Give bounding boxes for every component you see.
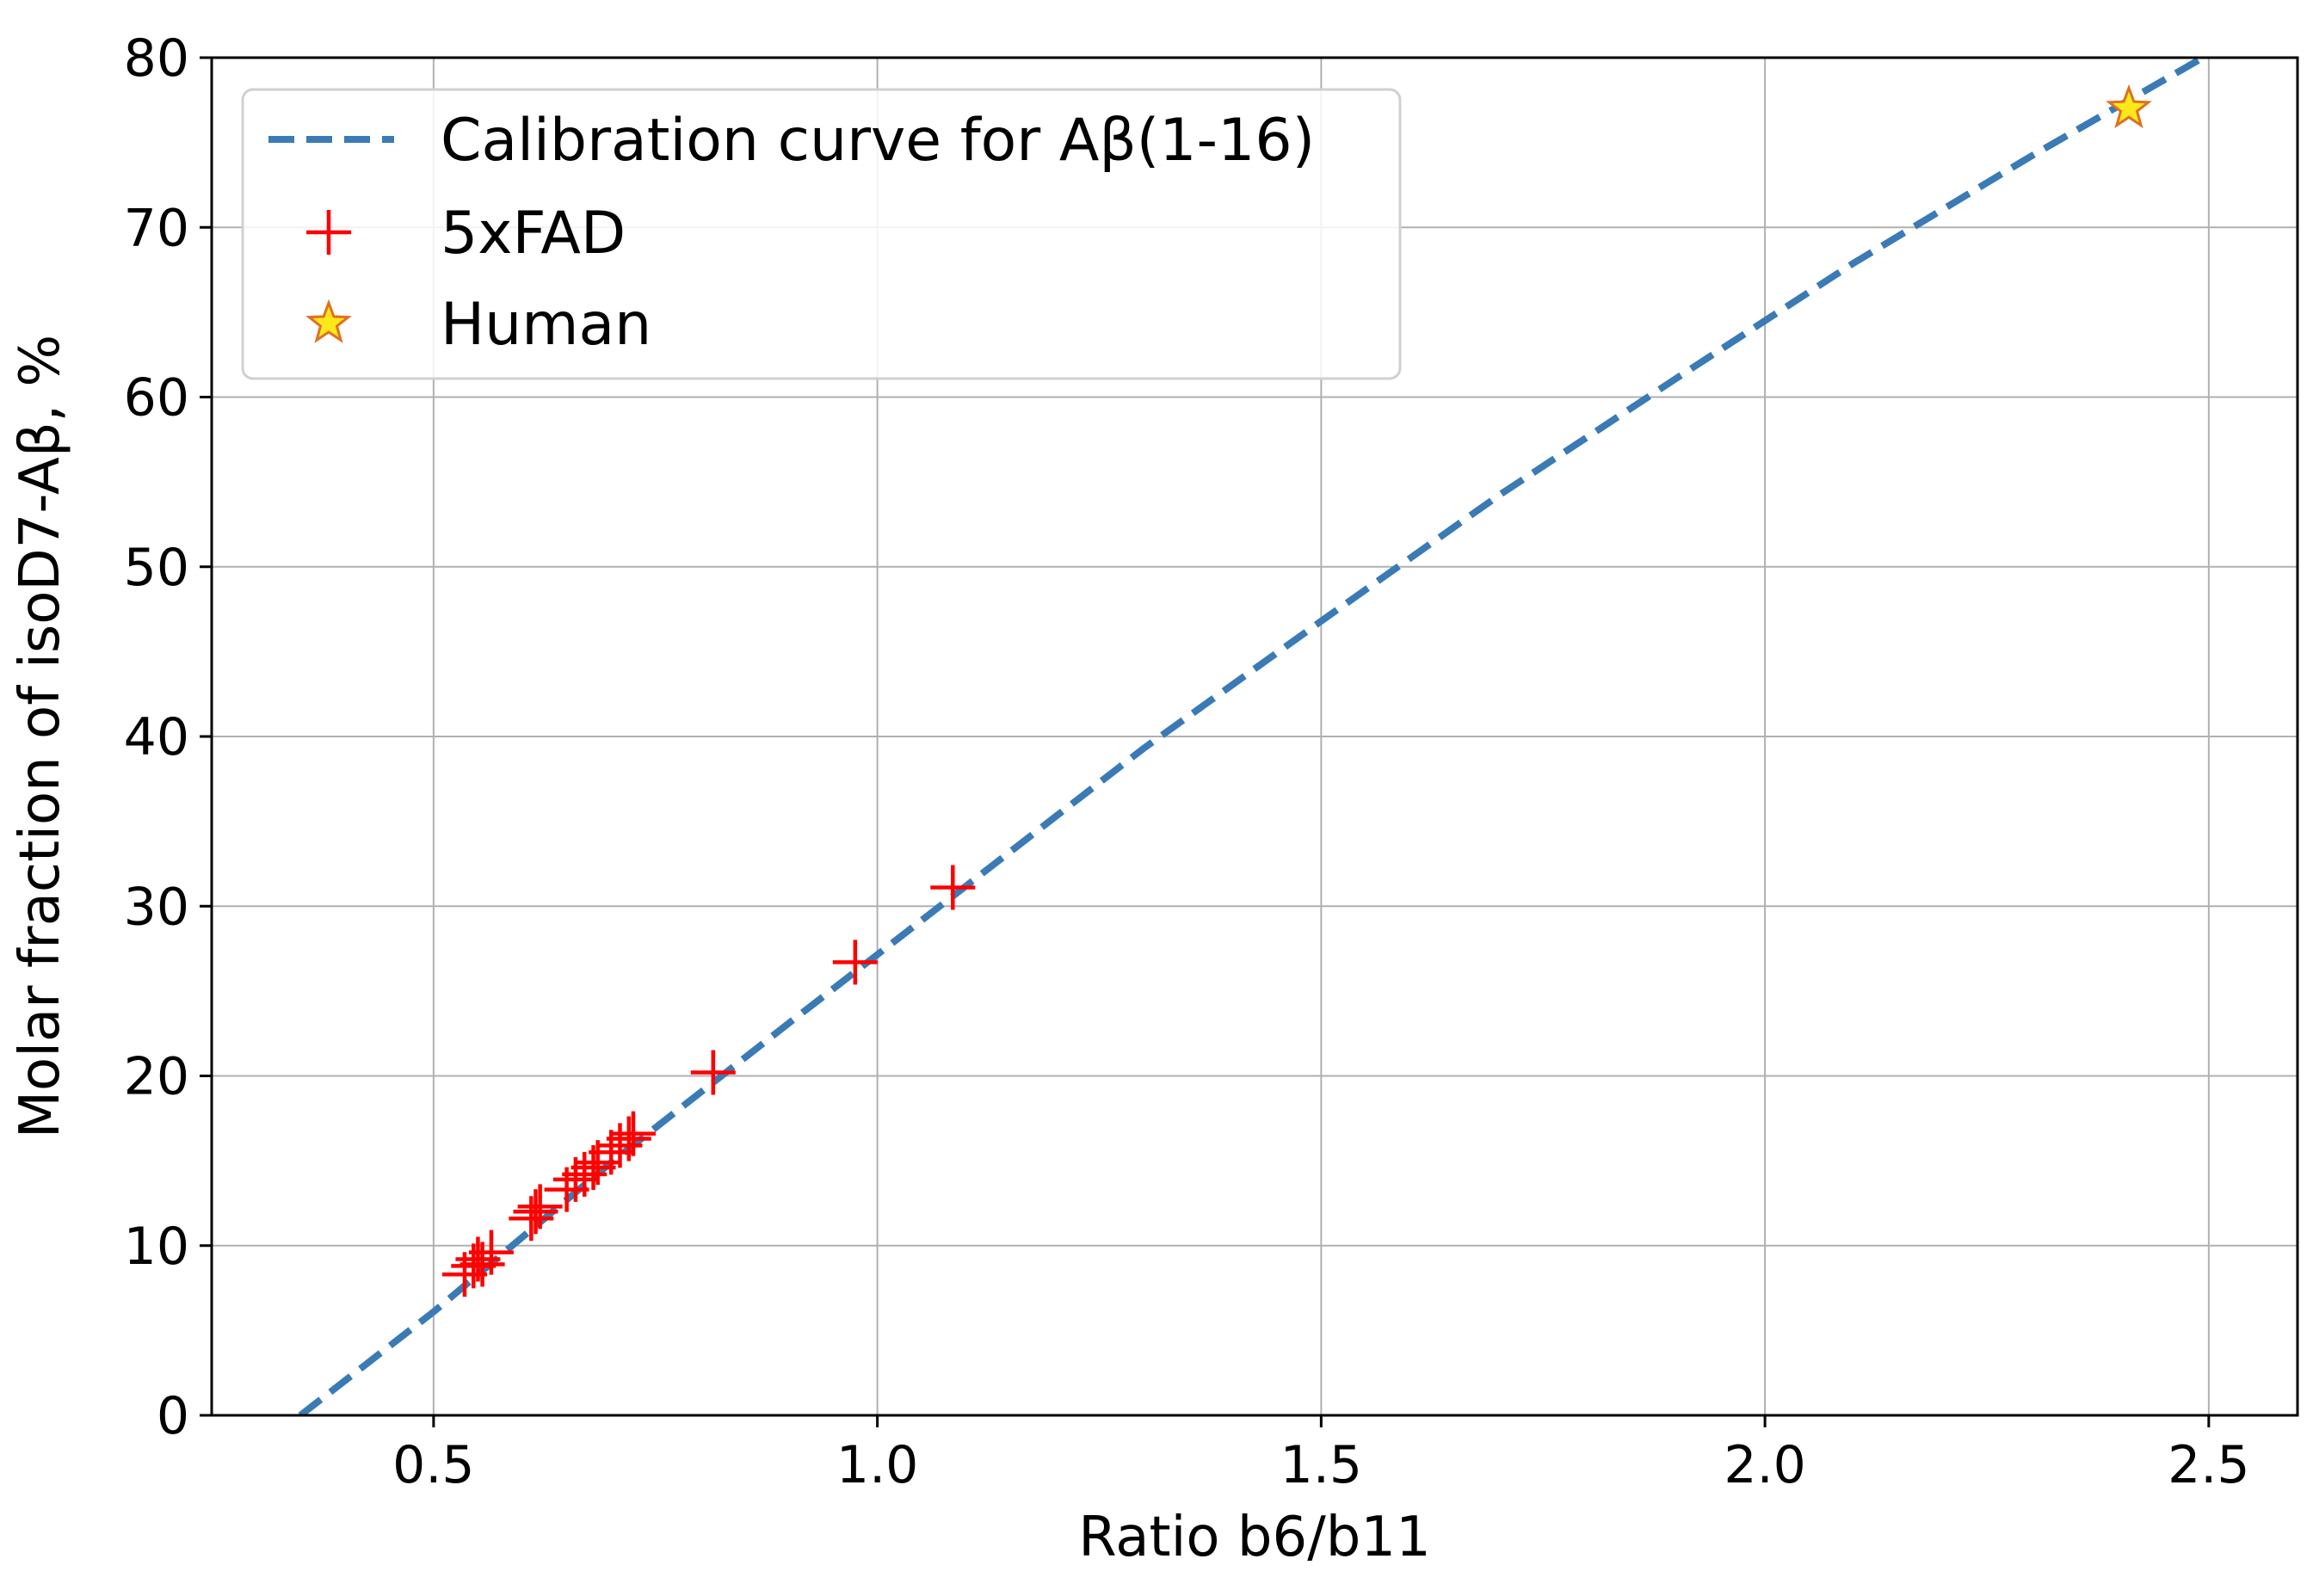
legend-star-marker-icon: [305, 299, 352, 343]
legend-label-5xfad: 5xFAD: [441, 200, 626, 268]
y-tick-label: 80: [124, 28, 189, 89]
5xfad-point: [610, 1111, 656, 1156]
legend: Calibration curve for Aβ(1-16) 5xFAD Hum…: [241, 88, 1402, 380]
axis-ticks: 0.5 1.0 1.5 2.0 2.5 0 10 20 30 40 50 60 70 80: [124, 28, 2250, 1495]
y-tick-label: 50: [124, 538, 189, 598]
5xfad-point: [930, 865, 976, 910]
human-star-point: [2106, 83, 2152, 129]
y-axis-label: Molar fraction of isoD7-Aβ, %: [9, 335, 72, 1138]
y-tick-label: 0: [157, 1386, 189, 1446]
x-tick-label: 1.5: [1280, 1435, 1362, 1495]
calibration-curve-layer: [298, 58, 2211, 1415]
y-tick-label: 40: [124, 707, 189, 767]
5xfad-point: [517, 1184, 563, 1229]
5xfad-point: [460, 1242, 505, 1287]
x-tick-label: 1.0: [836, 1435, 918, 1495]
y-tick-label: 10: [124, 1217, 189, 1277]
x-tick-label: 2.0: [1724, 1435, 1805, 1495]
y-tick-label: 60: [124, 368, 189, 428]
5xfad-point: [552, 1156, 598, 1202]
legend-plus-marker-icon: [306, 210, 351, 255]
x-tick-label: 2.5: [2168, 1435, 2249, 1495]
data-points-layer: [441, 83, 2152, 1297]
5xfad-point: [468, 1229, 514, 1275]
y-tick-label: 30: [124, 877, 189, 937]
legend-label-human: Human: [441, 291, 651, 359]
5xfad-point: [832, 940, 878, 985]
x-axis-label: Ratio b6/b11: [1078, 1506, 1431, 1569]
legend-box: [241, 88, 1402, 380]
y-tick-label: 70: [124, 198, 189, 258]
legend-label-calibration: Calibration curve for Aβ(1-16): [441, 107, 1315, 175]
5xfad-point: [509, 1196, 554, 1242]
5xfad-point: [606, 1116, 651, 1162]
y-tick-label: 20: [124, 1047, 189, 1107]
5xfad-point: [513, 1189, 558, 1235]
x-tick-label: 0.5: [392, 1435, 474, 1495]
5xfad-point: [690, 1050, 736, 1095]
calibration-curve-line: [298, 58, 2211, 1415]
